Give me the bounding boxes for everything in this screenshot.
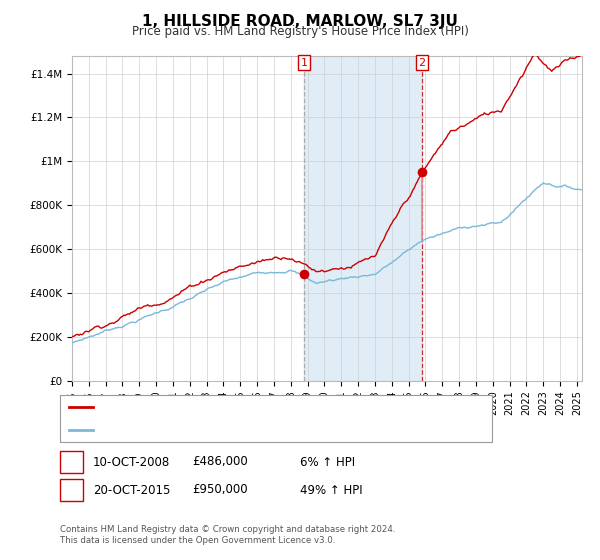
Text: 6% ↑ HPI: 6% ↑ HPI	[300, 455, 355, 469]
Text: 1, HILLSIDE ROAD, MARLOW, SL7 3JU (detached house): 1, HILLSIDE ROAD, MARLOW, SL7 3JU (detac…	[99, 402, 387, 412]
Text: Contains HM Land Registry data © Crown copyright and database right 2024.
This d: Contains HM Land Registry data © Crown c…	[60, 525, 395, 545]
Text: 2: 2	[68, 483, 75, 497]
Text: 1, HILLSIDE ROAD, MARLOW, SL7 3JU: 1, HILLSIDE ROAD, MARLOW, SL7 3JU	[142, 14, 458, 29]
Text: 20-OCT-2015: 20-OCT-2015	[93, 483, 170, 497]
Text: 2: 2	[419, 58, 425, 68]
Text: HPI: Average price, detached house, Buckinghamshire: HPI: Average price, detached house, Buck…	[99, 424, 383, 435]
Text: 49% ↑ HPI: 49% ↑ HPI	[300, 483, 362, 497]
Text: 10-OCT-2008: 10-OCT-2008	[93, 455, 170, 469]
Text: 1: 1	[301, 58, 307, 68]
Text: £950,000: £950,000	[192, 483, 248, 497]
Text: Price paid vs. HM Land Registry's House Price Index (HPI): Price paid vs. HM Land Registry's House …	[131, 25, 469, 38]
Text: 1: 1	[68, 455, 75, 469]
Text: £486,000: £486,000	[192, 455, 248, 469]
